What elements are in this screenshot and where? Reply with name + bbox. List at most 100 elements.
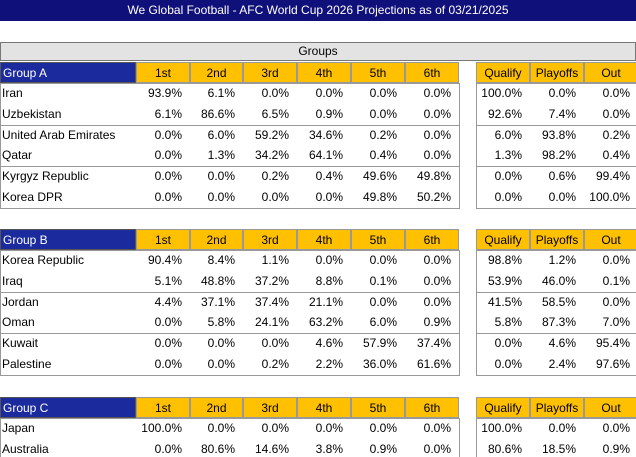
place-prob: 0.0%	[154, 169, 182, 184]
summary-prob: 98.8%	[487, 253, 522, 267]
summary-prob: 0.6%	[548, 169, 576, 184]
place-prob: 0.0%	[369, 253, 397, 267]
place-prob: 0.4%	[369, 148, 397, 163]
summary-header: Qualify	[476, 397, 530, 418]
place-prob: 0.0%	[207, 336, 235, 351]
summary-prob: 97.6%	[595, 357, 630, 371]
place-prob: 8.8%	[315, 273, 343, 288]
place-prob: 0.0%	[207, 421, 235, 435]
title-bar: We Global Football - AFC World Cup 2026 …	[0, 0, 636, 21]
place-prob: 6.1%	[207, 86, 235, 100]
summary-prob: 2.4%	[548, 357, 576, 371]
place-prob: 1.1%	[261, 253, 289, 267]
team-name: Uzbekistan	[2, 106, 62, 121]
column-header: 1st	[136, 62, 190, 83]
summary-prob: 0.0%	[602, 421, 630, 435]
place-prob: 0.0%	[154, 190, 182, 204]
place-prob: 0.9%	[315, 106, 343, 121]
place-prob: 37.4%	[254, 294, 289, 309]
column-header: 2nd	[190, 229, 243, 250]
place-prob: 100.0%	[141, 421, 182, 435]
summary-header: Playoffs	[530, 229, 584, 250]
place-prob: 0.9%	[369, 441, 397, 456]
place-prob: 0.0%	[423, 86, 451, 100]
group-name: Group B	[0, 229, 136, 250]
place-prob: 0.0%	[423, 148, 451, 163]
team-name: Iraq	[2, 273, 23, 288]
place-prob: 0.0%	[315, 421, 343, 435]
column-header: 6th	[405, 62, 459, 83]
place-prob: 0.0%	[315, 190, 343, 204]
place-prob: 6.5%	[261, 106, 289, 121]
summary-prob: 100.0%	[481, 421, 522, 435]
place-prob: 34.6%	[308, 127, 343, 142]
place-prob: 0.0%	[369, 294, 397, 309]
summary-header: Playoffs	[530, 397, 584, 418]
place-prob: 0.0%	[207, 190, 235, 204]
summary-prob: 93.8%	[541, 127, 576, 142]
place-prob: 48.8%	[200, 273, 235, 288]
place-prob: 0.0%	[261, 421, 289, 435]
place-prob: 0.9%	[423, 315, 451, 330]
summary-header: Out	[584, 229, 636, 250]
column-header: 6th	[405, 397, 459, 418]
row-pair-border	[476, 166, 636, 209]
summary-header: Out	[584, 62, 636, 83]
place-prob: 61.6%	[416, 357, 451, 371]
place-prob: 49.6%	[362, 169, 397, 184]
summary-prob: 1.2%	[548, 253, 576, 267]
place-prob: 0.0%	[154, 127, 182, 142]
place-prob: 64.1%	[308, 148, 343, 163]
summary-prob: 0.0%	[494, 357, 522, 371]
team-name: Jordan	[2, 294, 39, 309]
place-prob: 0.0%	[207, 169, 235, 184]
summary-prob: 6.0%	[494, 127, 522, 142]
place-prob: 59.2%	[254, 127, 289, 142]
place-prob: 0.0%	[315, 86, 343, 100]
place-prob: 34.2%	[254, 148, 289, 163]
team-name: Palestine	[2, 357, 52, 371]
summary-prob: 98.2%	[541, 148, 576, 163]
summary-prob: 0.2%	[602, 127, 630, 142]
place-prob: 49.8%	[362, 190, 397, 204]
place-prob: 50.2%	[416, 190, 451, 204]
summary-prob: 0.4%	[602, 148, 630, 163]
team-name: Qatar	[2, 148, 33, 163]
place-prob: 93.9%	[147, 86, 182, 100]
column-header: 4th	[297, 62, 351, 83]
team-name: United Arab Emirates	[2, 127, 116, 142]
team-name: Kuwait	[2, 336, 39, 351]
place-prob: 0.0%	[423, 127, 451, 142]
summary-prob: 0.0%	[494, 336, 522, 351]
column-header: 2nd	[190, 62, 243, 83]
summary-header: Out	[584, 397, 636, 418]
place-prob: 0.0%	[423, 253, 451, 267]
summary-header: Qualify	[476, 229, 530, 250]
summary-prob: 7.0%	[602, 315, 630, 330]
summary-header: Qualify	[476, 62, 530, 83]
column-header: 2nd	[190, 397, 243, 418]
place-prob: 0.2%	[261, 169, 289, 184]
team-name: Iran	[2, 86, 23, 100]
summary-prob: 100.0%	[481, 86, 522, 100]
summary-prob: 18.5%	[541, 441, 576, 456]
team-name: Japan	[2, 421, 35, 435]
place-prob: 5.8%	[207, 315, 235, 330]
place-prob: 6.1%	[154, 106, 182, 121]
column-header: 1st	[136, 229, 190, 250]
place-prob: 0.0%	[154, 357, 182, 371]
place-prob: 0.0%	[423, 106, 451, 121]
summary-prob: 0.0%	[494, 169, 522, 184]
place-prob: 0.0%	[261, 190, 289, 204]
place-prob: 0.0%	[423, 421, 451, 435]
summary-prob: 1.3%	[494, 148, 522, 163]
place-prob: 90.4%	[147, 253, 182, 267]
team-name: Oman	[2, 315, 35, 330]
column-header: 6th	[405, 229, 459, 250]
column-header: 3rd	[243, 397, 297, 418]
place-prob: 4.6%	[315, 336, 343, 351]
column-header: 3rd	[243, 62, 297, 83]
summary-header: Playoffs	[530, 62, 584, 83]
place-prob: 24.1%	[254, 315, 289, 330]
column-header: 5th	[351, 229, 405, 250]
